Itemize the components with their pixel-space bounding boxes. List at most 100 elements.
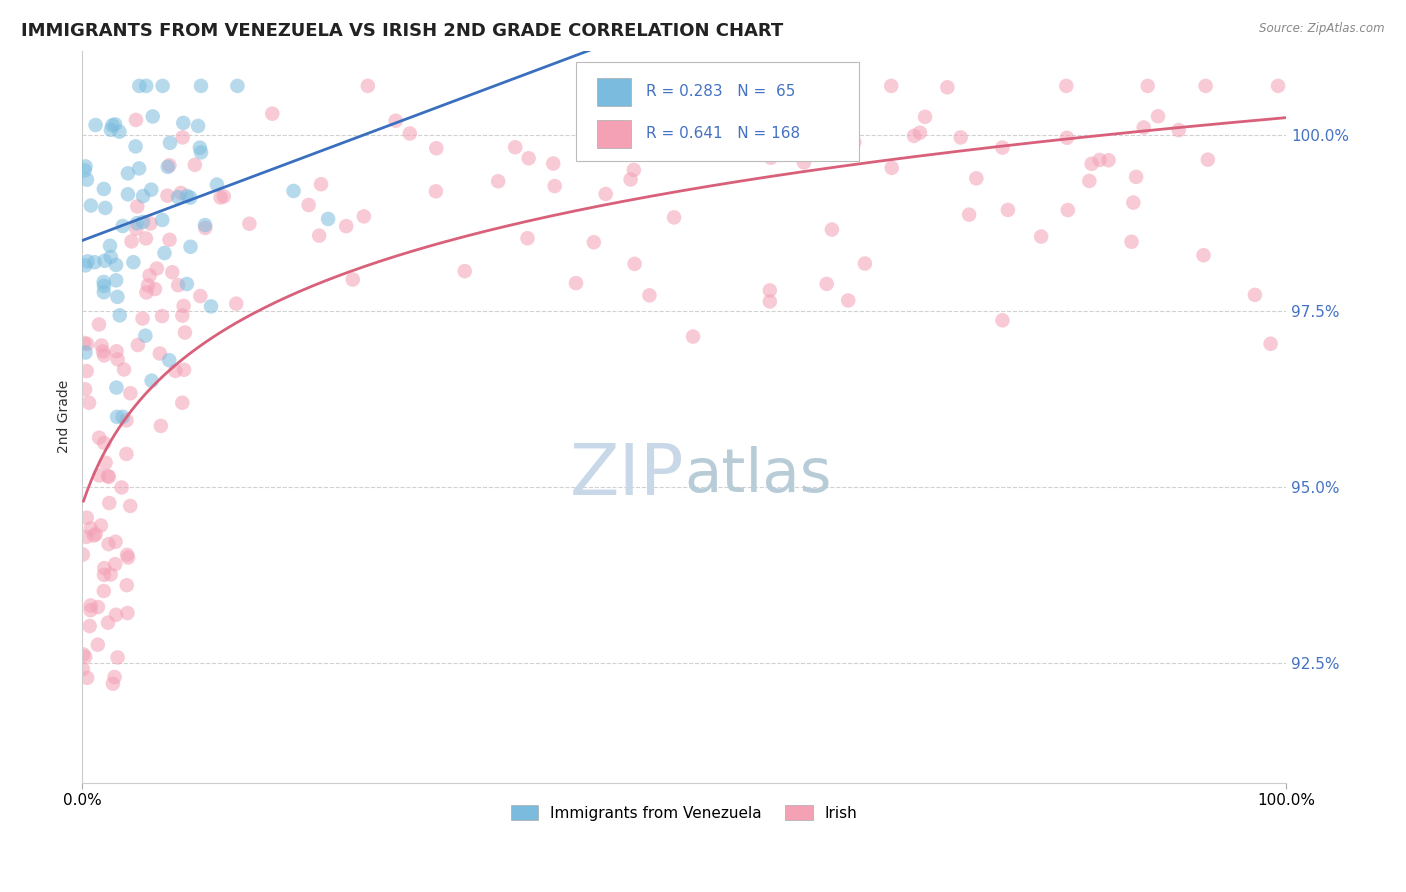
Point: [1121, 235, 1143, 249]
Point: [84, 527, 107, 541]
Point: [595, 186, 617, 201]
Point: [76, 337, 98, 351]
Point: [1267, 78, 1289, 93]
Point: [83, 255, 105, 269]
Point: [1197, 153, 1219, 167]
Point: [125, 221, 148, 235]
Point: [832, 95, 855, 109]
Point: [167, 278, 190, 293]
Point: [93, 436, 115, 450]
Point: [115, 548, 138, 562]
Point: [172, 309, 194, 323]
Point: [111, 409, 134, 424]
Point: [87, 318, 110, 332]
Point: [107, 650, 129, 665]
Point: [165, 364, 187, 378]
Point: [159, 233, 181, 247]
Point: [167, 190, 190, 204]
Point: [75, 259, 97, 273]
Point: [75, 649, 97, 664]
Point: [844, 135, 866, 149]
Point: [120, 386, 142, 401]
Point: [117, 166, 139, 180]
Point: [1132, 120, 1154, 135]
Point: [880, 161, 903, 175]
FancyBboxPatch shape: [576, 62, 859, 161]
Point: [139, 217, 162, 231]
Point: [179, 240, 201, 254]
Point: [765, 106, 787, 120]
Point: [173, 299, 195, 313]
Point: [880, 78, 903, 93]
Point: [212, 189, 235, 203]
Point: [97, 537, 120, 551]
Point: [150, 213, 173, 227]
Point: [75, 530, 97, 544]
Point: [115, 447, 138, 461]
Point: [79, 522, 101, 536]
Point: [76, 172, 98, 186]
Point: [117, 187, 139, 202]
Point: [908, 126, 931, 140]
Point: [107, 290, 129, 304]
Point: [104, 117, 127, 131]
Point: [76, 254, 98, 268]
Point: [936, 80, 959, 95]
Point: [141, 183, 163, 197]
Point: [94, 201, 117, 215]
Point: [108, 125, 131, 139]
Point: [128, 78, 150, 93]
Text: ZIP: ZIP: [569, 441, 685, 510]
Point: [110, 480, 132, 494]
Point: [188, 141, 211, 155]
Point: [97, 469, 120, 483]
Point: [100, 123, 122, 137]
Point: [309, 178, 332, 192]
Point: [949, 130, 972, 145]
Point: [298, 198, 321, 212]
Point: [821, 222, 844, 236]
Point: [101, 676, 124, 690]
Point: [159, 158, 181, 172]
Point: [226, 78, 249, 93]
Point: [97, 615, 120, 630]
Point: [89, 468, 111, 483]
Point: [149, 418, 172, 433]
Point: [914, 110, 936, 124]
Point: [127, 338, 149, 352]
Point: [262, 106, 284, 120]
Point: [353, 210, 375, 224]
Point: [75, 160, 97, 174]
Point: [90, 518, 112, 533]
Point: [134, 328, 156, 343]
Point: [853, 256, 876, 270]
Point: [194, 218, 217, 232]
Point: [172, 395, 194, 409]
Point: [1088, 153, 1111, 167]
Point: [1260, 336, 1282, 351]
Point: [93, 584, 115, 599]
Point: [153, 246, 176, 260]
Point: [120, 499, 142, 513]
Point: [72, 548, 94, 562]
Point: [93, 279, 115, 293]
Point: [620, 172, 643, 186]
Point: [1194, 78, 1216, 93]
Point: [135, 78, 157, 93]
Point: [190, 78, 212, 93]
Point: [104, 607, 127, 622]
Text: atlas: atlas: [685, 446, 831, 505]
Point: [141, 374, 163, 388]
Point: [565, 276, 588, 290]
Point: [105, 381, 128, 395]
Point: [1056, 202, 1078, 217]
Point: [73, 336, 96, 351]
Point: [125, 216, 148, 230]
Point: [150, 309, 173, 323]
Point: [83, 528, 105, 542]
FancyBboxPatch shape: [598, 120, 631, 148]
Point: [1167, 123, 1189, 137]
Point: [127, 199, 149, 213]
Point: [152, 78, 174, 93]
Point: [73, 163, 96, 178]
